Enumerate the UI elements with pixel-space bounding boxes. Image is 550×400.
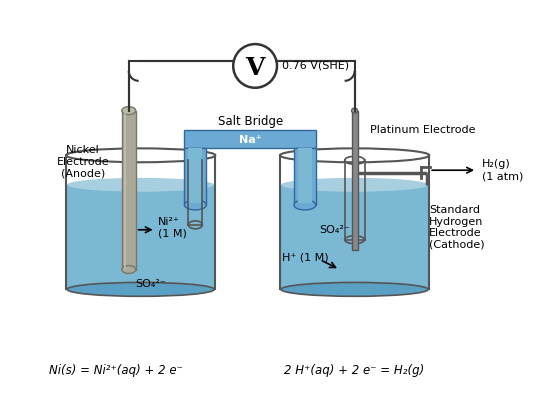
Text: SO₄²⁻: SO₄²⁻ [135,280,166,290]
Circle shape [233,44,277,88]
Polygon shape [67,185,214,289]
Polygon shape [294,148,316,205]
Text: H⁺ (1 M): H⁺ (1 M) [282,252,328,262]
Text: Salt Bridge: Salt Bridge [217,114,283,128]
Ellipse shape [122,266,136,274]
Text: Standard
Hydrogen
Electrode
(Cathode): Standard Hydrogen Electrode (Cathode) [429,205,485,250]
Text: Na⁺: Na⁺ [239,136,261,146]
Ellipse shape [67,282,214,296]
Text: V: V [245,56,265,80]
Text: Platinum Electrode: Platinum Electrode [370,126,475,136]
Polygon shape [122,111,136,270]
Ellipse shape [281,178,428,192]
Polygon shape [281,185,428,289]
Polygon shape [184,130,316,148]
Ellipse shape [122,107,136,114]
Text: Nickel
Electrode
(Anode): Nickel Electrode (Anode) [57,145,109,178]
Text: Ni²⁺
(1 M): Ni²⁺ (1 M) [158,217,186,239]
Polygon shape [298,148,312,203]
Text: SO₄²⁻: SO₄²⁻ [320,225,350,235]
Polygon shape [184,148,206,205]
Text: Ni(s) = Ni²⁺(aq) + 2 e⁻: Ni(s) = Ni²⁺(aq) + 2 e⁻ [49,364,183,377]
Text: 0.76 V(SHE): 0.76 V(SHE) [282,61,349,71]
Ellipse shape [184,200,206,210]
Ellipse shape [67,178,214,192]
Text: H₂(g)
(1 atm): H₂(g) (1 atm) [482,160,523,181]
Polygon shape [189,148,202,203]
Ellipse shape [351,108,358,113]
Ellipse shape [294,200,316,210]
Text: 2 H⁺(aq) + 2 e⁻ = H₂(g): 2 H⁺(aq) + 2 e⁻ = H₂(g) [284,364,425,377]
Polygon shape [351,111,358,250]
Ellipse shape [281,282,428,296]
